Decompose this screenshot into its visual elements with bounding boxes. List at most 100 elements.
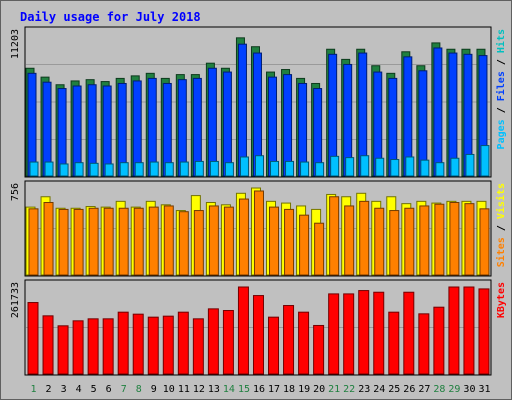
day-label-22: 22 (343, 384, 355, 395)
bar-files-28 (433, 47, 443, 177)
bar-sites-4 (73, 208, 84, 276)
bar-pages-11 (179, 161, 189, 177)
bar-kbytes-15 (237, 286, 249, 375)
bar-sites-27 (419, 205, 430, 276)
day-label-31: 31 (478, 384, 490, 395)
bar-pages-4 (74, 162, 84, 177)
legend-entry-visits-sites-2: Visits (495, 183, 507, 219)
day-label-30: 30 (463, 384, 475, 395)
day-label-3: 3 (61, 384, 67, 395)
bar-kbytes-26 (403, 291, 415, 375)
bar-sites-28 (434, 203, 445, 276)
legend-hits-files-pages: Pages / Files / Hits (495, 29, 507, 149)
bar-sites-5 (88, 207, 99, 276)
day-label-2: 2 (46, 384, 52, 395)
bar-files-15 (237, 43, 247, 177)
day-label-19: 19 (298, 384, 310, 395)
legend-entry-hits-files-pages-0: Pages (496, 119, 507, 149)
bar-pages-23 (360, 155, 370, 177)
bar-kbytes-9 (147, 316, 159, 375)
bar-pages-13 (209, 160, 219, 177)
bar-sites-3 (58, 208, 69, 276)
bar-pages-2 (44, 161, 54, 177)
bar-pages-26 (405, 156, 415, 177)
legend-entry-hits-files-pages-3: / (496, 53, 507, 71)
bar-kbytes-10 (162, 315, 174, 375)
day-label-15: 15 (238, 384, 250, 395)
bar-files-29 (448, 52, 458, 177)
bar-kbytes-23 (358, 290, 370, 375)
day-label-16: 16 (253, 384, 265, 395)
bar-sites-23 (359, 200, 370, 276)
bar-kbytes-18 (283, 305, 295, 375)
bar-pages-28 (435, 162, 445, 177)
day-label-29: 29 (448, 384, 460, 395)
bar-sites-2 (43, 202, 54, 276)
bar-kbytes-5 (87, 318, 99, 375)
bar-kbytes-25 (388, 311, 400, 375)
bar-pages-31 (480, 145, 490, 177)
bar-pages-27 (420, 159, 430, 177)
bar-pages-19 (300, 161, 310, 177)
bar-pages-12 (194, 160, 204, 177)
ymax-label-kbytes: 261733 (10, 282, 21, 318)
day-label-28: 28 (433, 384, 445, 395)
bar-sites-15 (238, 198, 249, 276)
legend-entry-hits-files-pages-2: Files (495, 71, 507, 101)
bar-kbytes-1 (27, 302, 39, 375)
bar-files-6 (102, 85, 112, 177)
day-label-13: 13 (208, 384, 220, 395)
bar-sites-10 (163, 205, 174, 276)
bar-sites-17 (269, 206, 280, 276)
bar-pages-9 (149, 161, 159, 177)
bar-kbytes-21 (328, 293, 340, 375)
bar-pages-6 (104, 163, 114, 177)
bar-pages-16 (254, 155, 264, 177)
bar-sites-8 (133, 207, 144, 276)
bar-pages-15 (239, 156, 249, 177)
ymax-label-visits-sites: 756 (10, 183, 21, 201)
bar-sites-7 (118, 207, 129, 276)
day-label-17: 17 (268, 384, 280, 395)
day-label-5: 5 (91, 384, 97, 395)
bar-sites-20 (314, 222, 325, 276)
bar-files-11 (177, 79, 187, 177)
bar-pages-22 (345, 157, 355, 177)
bar-pages-29 (450, 157, 460, 177)
day-label-25: 25 (388, 384, 400, 395)
bar-kbytes-28 (433, 306, 445, 375)
day-label-6: 6 (106, 384, 112, 395)
bar-kbytes-30 (463, 286, 475, 375)
bar-kbytes-29 (448, 286, 460, 375)
day-label-14: 14 (223, 384, 235, 395)
bar-kbytes-24 (373, 291, 385, 375)
bar-kbytes-17 (268, 316, 280, 375)
bar-pages-21 (330, 155, 340, 177)
bar-sites-14 (223, 206, 234, 276)
bar-sites-29 (449, 202, 460, 276)
bar-sites-30 (464, 203, 475, 276)
bar-pages-20 (315, 162, 325, 177)
bar-pages-7 (119, 162, 129, 177)
bar-kbytes-27 (418, 313, 430, 375)
bar-pages-25 (390, 159, 400, 177)
bar-kbytes-31 (478, 288, 490, 375)
bar-pages-30 (465, 153, 475, 177)
bar-pages-14 (224, 162, 234, 177)
bar-sites-24 (374, 207, 385, 276)
bar-kbytes-13 (207, 308, 219, 375)
bar-pages-18 (285, 160, 295, 177)
bar-pages-17 (270, 160, 280, 177)
bar-sites-19 (299, 214, 310, 276)
bar-files-18 (283, 74, 293, 177)
day-label-10: 10 (163, 384, 175, 395)
day-label-9: 9 (151, 384, 157, 395)
day-label-1: 1 (31, 384, 37, 395)
bar-sites-16 (253, 190, 264, 276)
bar-sites-26 (404, 207, 415, 276)
day-label-11: 11 (178, 384, 190, 395)
bar-kbytes-14 (222, 310, 234, 375)
bar-files-3 (57, 88, 67, 177)
